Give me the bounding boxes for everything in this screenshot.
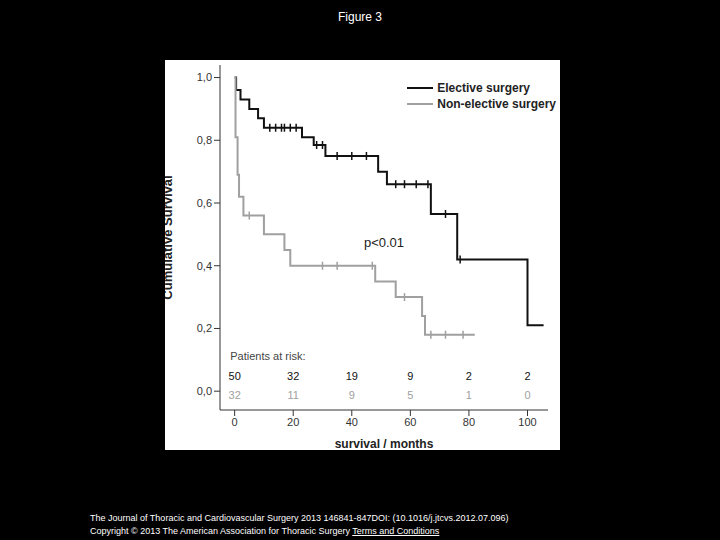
html-text:Figure 3: Figure 3 xyxy=(338,10,382,24)
svg-text:0,2: 0,2 xyxy=(197,322,212,334)
svg-text:0: 0 xyxy=(524,389,530,401)
svg-text:1,0: 1,0 xyxy=(197,71,212,83)
svg-text:Cumulative Survival: Cumulative Survival xyxy=(165,175,175,299)
svg-text:0,6: 0,6 xyxy=(197,197,212,209)
svg-text:1: 1 xyxy=(466,389,472,401)
svg-text:2: 2 xyxy=(524,370,530,382)
svg-text:100: 100 xyxy=(518,416,536,428)
svg-text:0,4: 0,4 xyxy=(197,260,212,272)
svg-text:0,0: 0,0 xyxy=(197,385,212,397)
svg-text:survival / months: survival / months xyxy=(335,437,434,450)
svg-text:20: 20 xyxy=(287,416,299,428)
html-text:Non-elective surgery: Non-elective surgery xyxy=(437,97,556,111)
svg-text:40: 40 xyxy=(346,416,358,428)
svg-text:9: 9 xyxy=(407,370,413,382)
svg-text:11: 11 xyxy=(288,389,299,401)
html-text:Elective surgery: Elective surgery xyxy=(437,81,530,95)
svg-text:p<0.01: p<0.01 xyxy=(364,235,404,250)
svg-text:19: 19 xyxy=(346,370,358,382)
svg-text:Patients at risk:: Patients at risk: xyxy=(230,350,305,362)
svg-text:0,8: 0,8 xyxy=(197,134,212,146)
svg-text:9: 9 xyxy=(349,389,355,401)
svg-text:80: 80 xyxy=(463,416,475,428)
html-text:The Journal of Thoracic and Ca: The Journal of Thoracic and Cardiovascul… xyxy=(90,513,509,523)
svg-text:32: 32 xyxy=(287,370,299,382)
html-text:Copyright © 2013 The American: Copyright © 2013 The American Associatio… xyxy=(90,526,440,536)
svg-text:2: 2 xyxy=(466,370,472,382)
svg-text:32: 32 xyxy=(229,389,241,401)
svg-text:60: 60 xyxy=(404,416,416,428)
svg-text:5: 5 xyxy=(407,389,413,401)
svg-text:0: 0 xyxy=(232,416,238,428)
svg-text:50: 50 xyxy=(229,370,241,382)
